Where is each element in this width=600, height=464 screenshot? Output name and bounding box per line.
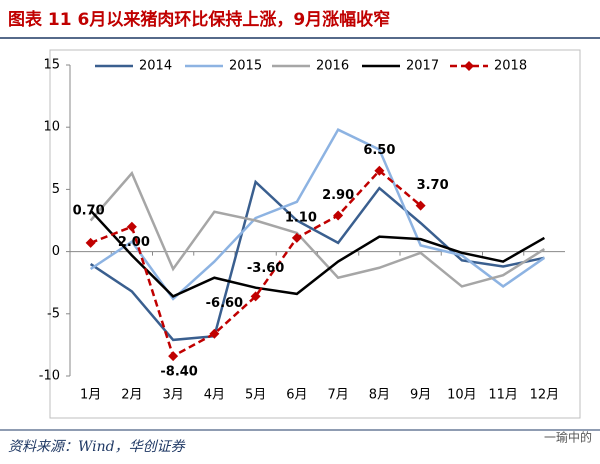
marker bbox=[333, 210, 344, 221]
series-line bbox=[90, 169, 422, 358]
x-tick-label: 11月 bbox=[488, 388, 518, 403]
series-line bbox=[89, 179, 545, 342]
x-tick-label: 3月 bbox=[162, 388, 183, 403]
series-line bbox=[89, 209, 545, 298]
data-label: 2.90 bbox=[322, 188, 354, 203]
x-tick-label: 12月 bbox=[530, 388, 560, 403]
y-tick-label: -5 bbox=[47, 306, 60, 321]
x-tick-label: 7月 bbox=[327, 388, 348, 403]
marker bbox=[209, 328, 220, 339]
watermark: 一瑜中的 bbox=[544, 430, 592, 445]
marker bbox=[85, 237, 96, 248]
marker bbox=[374, 165, 385, 176]
data-label: -3.60 bbox=[247, 261, 284, 276]
x-tick-label: 9月 bbox=[410, 388, 431, 403]
marker bbox=[291, 232, 302, 243]
marker bbox=[415, 200, 426, 211]
x-tick-label: 5月 bbox=[245, 388, 266, 403]
x-tick-label: 6月 bbox=[286, 388, 307, 403]
y-tick-label: 0 bbox=[52, 244, 60, 259]
legend-label: 2016 bbox=[316, 59, 349, 74]
x-tick-label: 2月 bbox=[121, 388, 142, 403]
data-label: 6.50 bbox=[363, 143, 395, 158]
marker bbox=[250, 291, 261, 302]
source: 资料来源：Wind，华创证券 bbox=[8, 439, 186, 455]
x-tick-label: 1月 bbox=[80, 388, 101, 403]
legend-label: 2018 bbox=[494, 59, 527, 74]
y-tick-label: 5 bbox=[52, 182, 60, 197]
series-line bbox=[89, 170, 546, 288]
x-tick-label: 10月 bbox=[447, 388, 477, 403]
marker bbox=[126, 221, 137, 232]
x-tick-label: 4月 bbox=[204, 388, 225, 403]
series-line bbox=[89, 128, 546, 301]
data-label: 1.10 bbox=[285, 210, 317, 225]
legend-label: 2015 bbox=[229, 59, 262, 74]
y-tick-label: -10 bbox=[39, 369, 60, 384]
data-label: -8.40 bbox=[160, 365, 197, 380]
data-label: 0.70 bbox=[73, 203, 105, 218]
y-tick-label: 10 bbox=[43, 120, 60, 135]
data-label: 2.00 bbox=[118, 235, 150, 250]
chart-title: 图表 11 6月以来猪肉环比保持上涨，9月涨幅收窄 bbox=[8, 9, 390, 30]
y-tick-label: 15 bbox=[43, 58, 60, 73]
data-label: -6.60 bbox=[206, 296, 243, 311]
legend-label: 2017 bbox=[406, 59, 439, 74]
data-label: 3.70 bbox=[417, 178, 449, 193]
legend-label: 2014 bbox=[139, 59, 172, 74]
marker bbox=[168, 351, 179, 362]
legend-marker bbox=[464, 61, 474, 71]
x-tick-label: 8月 bbox=[369, 388, 390, 403]
plot-frame bbox=[49, 49, 581, 419]
